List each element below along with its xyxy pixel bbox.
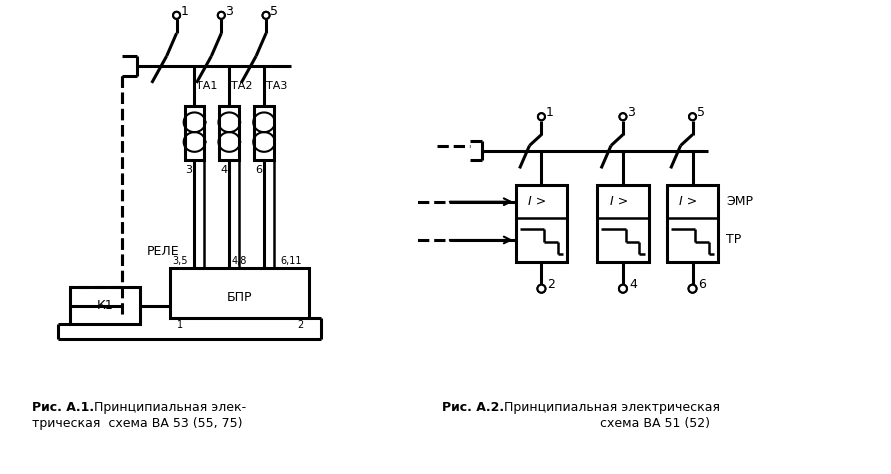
Bar [666,185,718,262]
Bar [169,268,309,318]
Text: 6: 6 [255,165,262,175]
Text: 4: 4 [220,165,227,175]
Circle shape [217,12,225,19]
Circle shape [619,285,627,292]
Text: I >: I > [528,195,546,208]
Bar [597,185,649,262]
Bar [219,106,239,161]
Bar [254,106,274,161]
Circle shape [619,285,627,292]
Circle shape [217,12,225,19]
Text: 5: 5 [697,106,705,119]
Text: 4,8: 4,8 [232,256,247,266]
Text: Рис. А.1.: Рис. А.1. [32,401,94,414]
Text: 1: 1 [176,319,183,329]
Circle shape [537,285,545,292]
Circle shape [689,285,697,292]
Circle shape [689,113,696,120]
Text: 3: 3 [627,106,634,119]
Circle shape [173,12,180,19]
Circle shape [263,12,270,19]
Text: 3,5: 3,5 [172,256,187,266]
Circle shape [173,12,180,19]
Text: 2: 2 [547,278,555,291]
Text: К1: К1 [96,299,113,312]
Text: 4: 4 [629,278,637,291]
Text: 1: 1 [545,106,553,119]
Text: 2: 2 [298,319,304,329]
Text: 6,11: 6,11 [280,256,302,266]
Text: ТА1: ТА1 [197,81,217,91]
Text: ЭМР: ЭМР [726,195,754,208]
Text: БПР: БПР [226,291,252,304]
Text: Принципиальная элек-: Принципиальная элек- [90,401,246,414]
Circle shape [538,113,545,120]
Text: РЕЛЕ: РЕЛЕ [147,246,179,258]
Text: ТА3: ТА3 [266,81,288,91]
Text: 1: 1 [181,5,188,18]
Bar [70,287,140,325]
Text: I >: I > [609,195,628,208]
Bar [184,106,204,161]
Circle shape [263,12,270,19]
Text: ТР: ТР [726,234,741,246]
Circle shape [619,113,626,120]
Bar [516,185,568,262]
Text: ТА2: ТА2 [232,81,253,91]
Text: трическая  схема ВА 53 (55, 75): трическая схема ВА 53 (55, 75) [32,417,243,430]
Text: 3: 3 [185,165,192,175]
Text: Принципиальная электрическая: Принципиальная электрическая [500,401,720,414]
Text: Рис. А.2.: Рис. А.2. [442,401,504,414]
Text: 6: 6 [699,278,707,291]
Circle shape [689,285,697,292]
Circle shape [537,285,545,292]
Text: 3: 3 [225,5,233,18]
Circle shape [538,113,545,120]
Circle shape [689,113,696,120]
Text: I >: I > [680,195,698,208]
Text: 5: 5 [270,5,278,18]
Text: схема ВА 51 (52): схема ВА 51 (52) [601,417,710,430]
Circle shape [619,113,626,120]
